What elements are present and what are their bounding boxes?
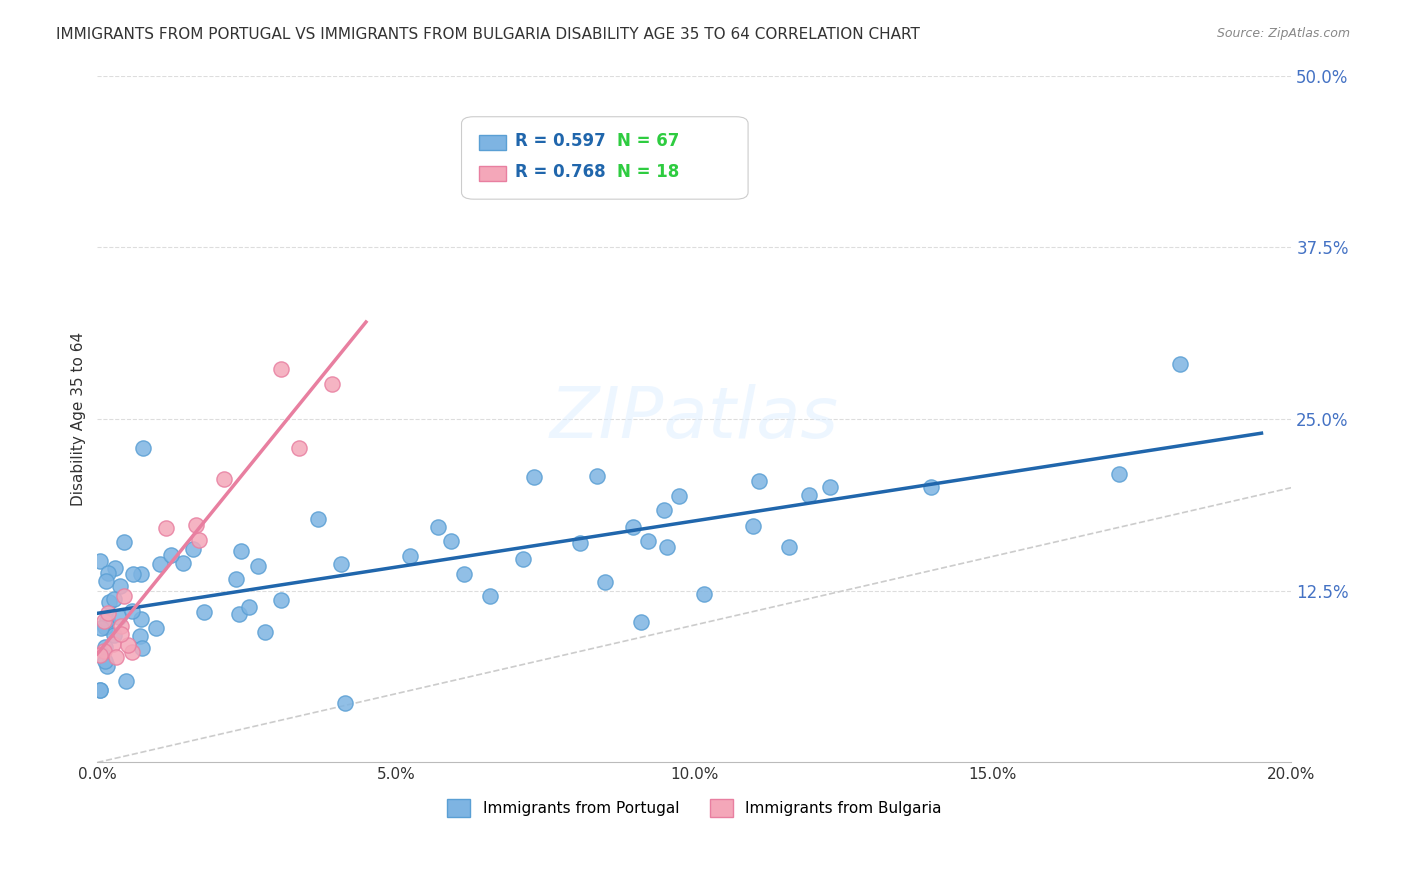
Immigrants from Portugal [333,696,356,710]
Immigrants from Portugal [112,534,135,549]
Immigrants from Portugal [122,566,145,581]
Immigrants from Portugal [108,579,131,593]
Immigrants from Bulgaria [212,472,235,486]
Text: ZIPatlas: ZIPatlas [550,384,839,453]
Immigrants from Portugal [399,549,422,563]
Text: R = 0.597: R = 0.597 [515,132,606,150]
Immigrants from Bulgaria [112,589,135,603]
Immigrants from Portugal [121,604,143,618]
Immigrants from Bulgaria [89,648,111,662]
Immigrants from Portugal [586,469,609,483]
Immigrants from Portugal [104,561,127,575]
Immigrants from Portugal [131,641,153,656]
Immigrants from Bulgaria [110,627,132,641]
Immigrants from Portugal [523,470,546,484]
Immigrants from Portugal [630,615,652,629]
Immigrants from Portugal [440,533,463,548]
Immigrants from Portugal [818,480,841,494]
Immigrants from Portugal [193,605,215,619]
Immigrants from Portugal [307,512,329,526]
Immigrants from Portugal [145,621,167,635]
Immigrants from Portugal [103,592,125,607]
Immigrants from Portugal [225,572,247,586]
Immigrants from Portugal [172,557,194,571]
Text: Source: ZipAtlas.com: Source: ZipAtlas.com [1216,27,1350,40]
Immigrants from Bulgaria [103,636,125,650]
FancyBboxPatch shape [479,166,506,180]
Immigrants from Bulgaria [187,533,209,548]
Immigrants from Portugal [657,541,679,555]
Immigrants from Portugal [90,621,112,635]
Immigrants from Portugal [149,558,172,572]
Text: R = 0.768: R = 0.768 [515,162,606,181]
Y-axis label: Disability Age 35 to 64: Disability Age 35 to 64 [72,332,86,506]
Immigrants from Portugal [742,518,765,533]
Immigrants from Portugal [89,554,111,568]
Immigrants from Bulgaria [110,619,132,633]
Text: N = 18: N = 18 [617,162,679,181]
Immigrants from Portugal [96,659,118,673]
Immigrants from Portugal [94,620,117,634]
Immigrants from Portugal [569,536,592,550]
Immigrants from Portugal [453,566,475,581]
Immigrants from Portugal [799,488,821,502]
Immigrants from Portugal [108,610,131,624]
Immigrants from Bulgaria [104,650,127,665]
Immigrants from Bulgaria [287,442,309,456]
Immigrants from Portugal [778,540,800,554]
Immigrants from Bulgaria [155,521,177,535]
FancyBboxPatch shape [461,117,748,199]
Immigrants from Portugal [692,587,714,601]
Immigrants from Bulgaria [184,518,207,533]
Immigrants from Portugal [621,519,644,533]
Immigrants from Portugal [1168,357,1191,371]
Text: IMMIGRANTS FROM PORTUGAL VS IMMIGRANTS FROM BULGARIA DISABILITY AGE 35 TO 64 COR: IMMIGRANTS FROM PORTUGAL VS IMMIGRANTS F… [56,27,920,42]
Legend: Immigrants from Portugal, Immigrants from Bulgaria: Immigrants from Portugal, Immigrants fro… [441,793,948,823]
Immigrants from Bulgaria [270,361,292,376]
Immigrants from Portugal [479,589,502,603]
Immigrants from Portugal [637,533,659,548]
Immigrants from Portugal [1108,467,1130,481]
Immigrants from Portugal [512,551,534,566]
Immigrants from Portugal [183,541,205,556]
Immigrants from Portugal [96,574,118,588]
Immigrants from Portugal [131,441,153,455]
Immigrants from Bulgaria [93,614,115,628]
Immigrants from Portugal [89,683,111,698]
Immigrants from Portugal [129,612,152,626]
Immigrants from Portugal [115,674,138,689]
Immigrants from Bulgaria [321,376,343,391]
Immigrants from Portugal [94,640,117,654]
Immigrants from Portugal [89,682,111,697]
Immigrants from Portugal [652,503,675,517]
Immigrants from Portugal [228,607,250,622]
Immigrants from Portugal [593,575,616,590]
Immigrants from Bulgaria [97,606,120,620]
Immigrants from Portugal [93,654,115,668]
Immigrants from Portugal [159,549,181,563]
Immigrants from Portugal [96,613,118,627]
Immigrants from Portugal [920,480,942,494]
Immigrants from Bulgaria [93,644,115,658]
FancyBboxPatch shape [479,135,506,150]
Immigrants from Portugal [229,543,252,558]
Immigrants from Portugal [748,474,770,488]
Immigrants from Portugal [97,566,120,580]
Immigrants from Bulgaria [117,638,139,652]
Immigrants from Portugal [330,557,353,571]
Text: N = 67: N = 67 [617,132,679,150]
Immigrants from Portugal [668,489,690,503]
Immigrants from Portugal [97,595,120,609]
Immigrants from Portugal [427,520,450,534]
Immigrants from Portugal [247,559,270,574]
Immigrants from Portugal [129,567,152,582]
Immigrants from Portugal [103,627,125,641]
Immigrants from Portugal [129,630,152,644]
Immigrants from Portugal [270,593,292,607]
Immigrants from Bulgaria [121,645,143,659]
Immigrants from Portugal [238,599,260,614]
Immigrants from Portugal [253,625,276,640]
